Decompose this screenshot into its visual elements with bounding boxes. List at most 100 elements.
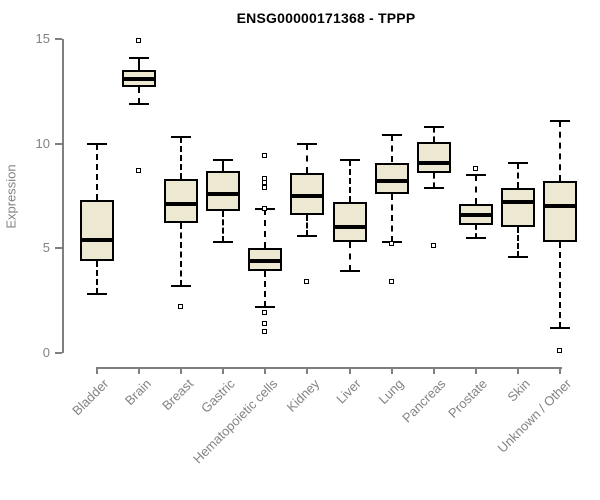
x-axis-tick — [138, 367, 141, 374]
x-axis-line — [97, 367, 562, 369]
outlier-brain — [136, 167, 142, 173]
x-axis-tick — [180, 367, 183, 374]
whisker-cap-lower-gastric — [213, 241, 234, 244]
whisker-upper-kidney — [306, 143, 309, 173]
outlier-hematopoietic-cells — [262, 310, 268, 316]
x-axis-tick — [516, 367, 519, 374]
x-axis-tick — [222, 367, 225, 374]
median-kidney — [290, 194, 325, 198]
y-axis-tick — [55, 352, 62, 354]
median-pancreas — [416, 160, 451, 165]
x-axis-tick — [474, 367, 477, 374]
whisker-lower-lung — [390, 193, 393, 243]
box-unknown-other — [543, 181, 577, 243]
whisker-cap-lower-breast — [171, 285, 192, 287]
x-axis-tick — [264, 367, 267, 374]
whisker-cap-lower-prostate — [465, 236, 486, 239]
whisker-cap-lower-skin — [507, 255, 528, 258]
median-unknown-other — [543, 204, 577, 209]
whisker-lower-prostate — [474, 225, 477, 238]
whisker-cap-upper-breast — [171, 136, 192, 139]
y-axis-tick-label: 10 — [35, 135, 50, 151]
y-axis-tick-label: 15 — [35, 31, 50, 46]
x-category-label-unknown-other: Unknown / Other — [495, 376, 575, 456]
whisker-lower-brain — [138, 87, 141, 104]
whisker-cap-lower-brain — [129, 102, 150, 105]
whisker-cap-upper-unknown-other — [550, 119, 570, 122]
y-axis-tick — [55, 247, 62, 250]
median-gastric — [206, 191, 241, 196]
whisker-upper-bladder — [96, 143, 98, 201]
whisker-cap-upper-kidney — [297, 142, 318, 145]
box-lung — [374, 162, 409, 194]
x-category-label-pancreas: Pancreas — [398, 376, 449, 426]
whisker-upper-hematopoietic-cells — [264, 208, 267, 249]
x-category-label-prostate: Prostate — [445, 376, 491, 421]
y-axis-label: Expression — [3, 164, 19, 229]
whisker-lower-kidney — [306, 214, 309, 236]
median-breast — [164, 202, 199, 207]
outlier-hematopoietic-cells — [262, 184, 268, 190]
whisker-cap-lower-kidney — [297, 234, 318, 237]
whisker-cap-upper-pancreas — [423, 125, 444, 128]
whisker-upper-breast — [180, 137, 183, 180]
whisker-cap-lower-pancreas — [423, 186, 444, 189]
whisker-cap-lower-hematopoietic-cells — [255, 305, 276, 308]
whisker-lower-bladder — [96, 260, 98, 295]
box-gastric — [206, 170, 241, 211]
whisker-upper-prostate — [474, 175, 477, 205]
whisker-cap-lower-liver — [339, 270, 360, 273]
whisker-upper-gastric — [222, 160, 225, 171]
whisker-upper-skin — [516, 162, 519, 188]
y-axis-tick-label: 5 — [42, 240, 50, 256]
median-hematopoietic-cells — [248, 258, 283, 263]
y-axis-line — [62, 39, 64, 353]
whisker-lower-pancreas — [432, 172, 435, 188]
median-brain — [122, 76, 157, 81]
y-axis-tick — [55, 38, 62, 40]
whisker-upper-pancreas — [432, 126, 435, 142]
whisker-cap-upper-prostate — [465, 174, 486, 177]
x-category-label-bladder: Bladder — [69, 376, 112, 419]
whisker-lower-unknown-other — [559, 242, 561, 328]
whisker-lower-hematopoietic-cells — [264, 271, 267, 307]
whisker-lower-gastric — [222, 210, 225, 243]
y-axis-tick-label: 0 — [42, 345, 50, 360]
x-category-label-gastric: Gastric — [198, 376, 238, 416]
outlier-lung — [388, 241, 394, 247]
box-breast — [164, 179, 199, 224]
outlier-hematopoietic-cells — [262, 205, 268, 211]
x-axis-tick — [559, 367, 561, 374]
median-skin — [500, 200, 535, 205]
x-axis-tick — [96, 367, 98, 374]
outlier-brain — [136, 38, 142, 44]
box-pancreas — [416, 141, 451, 173]
whisker-cap-lower-bladder — [87, 293, 107, 296]
box-kidney — [290, 172, 325, 215]
outlier-hematopoietic-cells — [262, 153, 268, 159]
whisker-upper-liver — [348, 160, 351, 203]
whisker-cap-upper-skin — [507, 161, 528, 164]
outlier-unknown-other — [557, 347, 562, 353]
median-prostate — [458, 212, 493, 217]
whisker-cap-upper-lung — [381, 134, 402, 137]
whisker-cap-upper-brain — [129, 56, 150, 59]
x-category-label-skin: Skin — [504, 376, 533, 405]
x-category-label-breast: Breast — [158, 376, 196, 414]
y-axis-tick — [55, 142, 62, 145]
x-category-label-liver: Liver — [333, 376, 365, 407]
whisker-cap-upper-bladder — [87, 142, 107, 145]
whisker-lower-liver — [348, 242, 351, 272]
median-liver — [332, 225, 367, 230]
whisker-upper-lung — [390, 135, 393, 163]
outlier-hematopoietic-cells — [262, 329, 268, 335]
whisker-cap-upper-liver — [339, 159, 360, 162]
median-lung — [374, 179, 409, 184]
outlier-prostate — [472, 165, 478, 171]
whisker-cap-lower-unknown-other — [550, 326, 570, 329]
median-bladder — [80, 237, 114, 242]
box-skin — [500, 187, 535, 228]
box-liver — [332, 202, 367, 243]
x-category-label-lung: Lung — [375, 376, 407, 408]
